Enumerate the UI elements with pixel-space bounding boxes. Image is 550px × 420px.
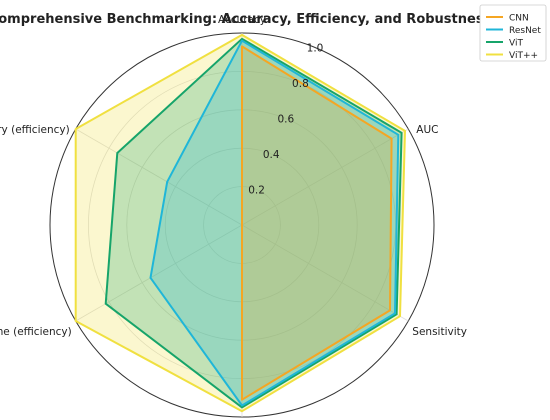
legend-label-1: ResNet (509, 26, 541, 36)
rtick-label-4: 1.0 (307, 42, 324, 54)
grid-spoke-4 (75, 224, 243, 322)
series-cnn-polygon (241, 45, 393, 401)
series-vitplusplus-polygon (74, 33, 406, 413)
legend-label-2: ViT (509, 39, 523, 49)
rtick-label-1: 0.4 (263, 149, 280, 161)
axis-label-5: Memory (efficiency) (0, 124, 70, 136)
grid-spoke-5 (75, 128, 243, 226)
grid-spoke-2 (241, 224, 409, 322)
legend-label-0: CNN (509, 14, 529, 24)
radial-tick-labels: 0.2 0.4 0.6 0.8 1.0 (248, 42, 323, 196)
legend-box (479, 4, 547, 62)
chart-title: Comprehensive Benchmarking: Accuracy, Ef… (0, 12, 492, 27)
grid-spoke-1 (241, 128, 409, 226)
series-vit-polygon (104, 37, 403, 409)
axis-label-0: Accuracy (218, 14, 266, 26)
axis-label-2: Sensitivity (412, 326, 467, 338)
rtick-label-3: 0.8 (292, 78, 309, 90)
series-resnet-polygon (149, 39, 400, 407)
rtick-label-0: 0.2 (248, 185, 265, 197)
axis-label-4: Runtime (efficiency) (0, 326, 72, 338)
legend: CNN ResNet ViT ViT++ (479, 4, 547, 62)
legend-label-3: ViT++ (509, 51, 538, 61)
axis-labels: AccuracyAUCSensitivitySpecificityRuntime… (0, 14, 467, 338)
axis-label-1: AUC (416, 124, 438, 136)
rtick-label-2: 0.6 (277, 114, 294, 126)
radar-series (74, 33, 406, 413)
